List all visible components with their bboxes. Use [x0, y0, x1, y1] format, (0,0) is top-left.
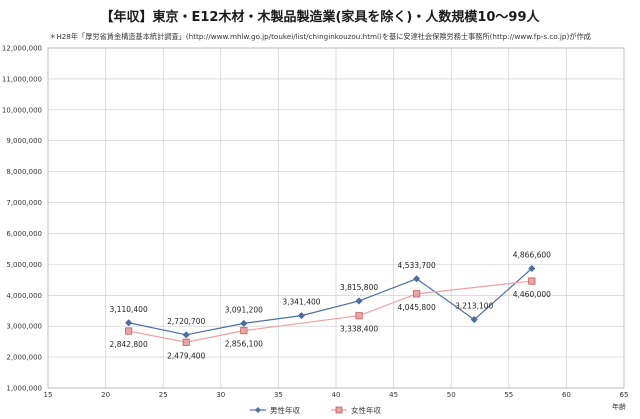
x-tick-label: 45: [389, 391, 398, 399]
x-tick-label: 25: [159, 391, 168, 399]
data-label-female: 2,479,400: [167, 351, 205, 360]
data-point-female: [356, 313, 362, 319]
data-label-male: 4,533,700: [398, 261, 436, 270]
data-label-male: 3,341,400: [282, 298, 320, 307]
legend-label-male: 男性年収: [270, 405, 300, 415]
data-label-female: 4,045,800: [398, 303, 436, 312]
x-tick-label: 60: [562, 391, 571, 399]
x-tick-label: 20: [101, 391, 110, 399]
y-tick-label: 12,000,000: [2, 45, 42, 53]
data-label-male: 4,866,600: [513, 250, 551, 259]
data-label-male: 3,110,400: [110, 305, 148, 314]
data-label-female: 2,842,800: [110, 340, 148, 349]
y-tick-label: 8,000,000: [6, 168, 42, 176]
y-tick-label: 11,000,000: [2, 75, 42, 83]
data-label-male: 2,720,700: [167, 317, 205, 326]
y-tick-label: 3,000,000: [6, 323, 42, 331]
data-label-female: 2,856,100: [225, 340, 263, 349]
y-tick-label: 1,000,000: [6, 385, 42, 393]
x-tick-label: 65: [620, 391, 629, 399]
x-tick-label: 55: [504, 391, 513, 399]
data-label-female: 4,460,000: [513, 290, 551, 299]
y-tick-label: 2,000,000: [6, 354, 42, 362]
x-tick-label: 50: [447, 391, 456, 399]
data-point-female: [183, 339, 189, 345]
x-axis-title: 年齢: [612, 402, 626, 411]
y-tick-label: 7,000,000: [6, 199, 42, 207]
data-point-female: [529, 278, 535, 284]
data-point-female: [241, 327, 247, 333]
x-tick-label: 40: [332, 391, 341, 399]
y-tick-label: 9,000,000: [6, 137, 42, 145]
x-tick-label: 15: [44, 391, 53, 399]
x-tick-label: 30: [216, 391, 225, 399]
legend-marker-female: [336, 407, 342, 413]
y-tick-label: 4,000,000: [6, 292, 42, 300]
data-point-female: [413, 291, 419, 297]
y-tick-label: 10,000,000: [2, 106, 42, 114]
data-label-male: 3,213,100: [455, 302, 493, 311]
data-label-male: 3,091,200: [225, 305, 263, 314]
data-point-female: [125, 328, 131, 334]
y-tick-label: 6,000,000: [6, 230, 42, 238]
x-tick-label: 35: [274, 391, 283, 399]
data-label-male: 3,815,800: [340, 283, 378, 292]
y-tick-label: 5,000,000: [6, 261, 42, 269]
legend-marker-male: [255, 407, 261, 413]
data-label-female: 3,338,400: [340, 325, 378, 334]
legend-label-female: 女性年収: [351, 405, 381, 415]
